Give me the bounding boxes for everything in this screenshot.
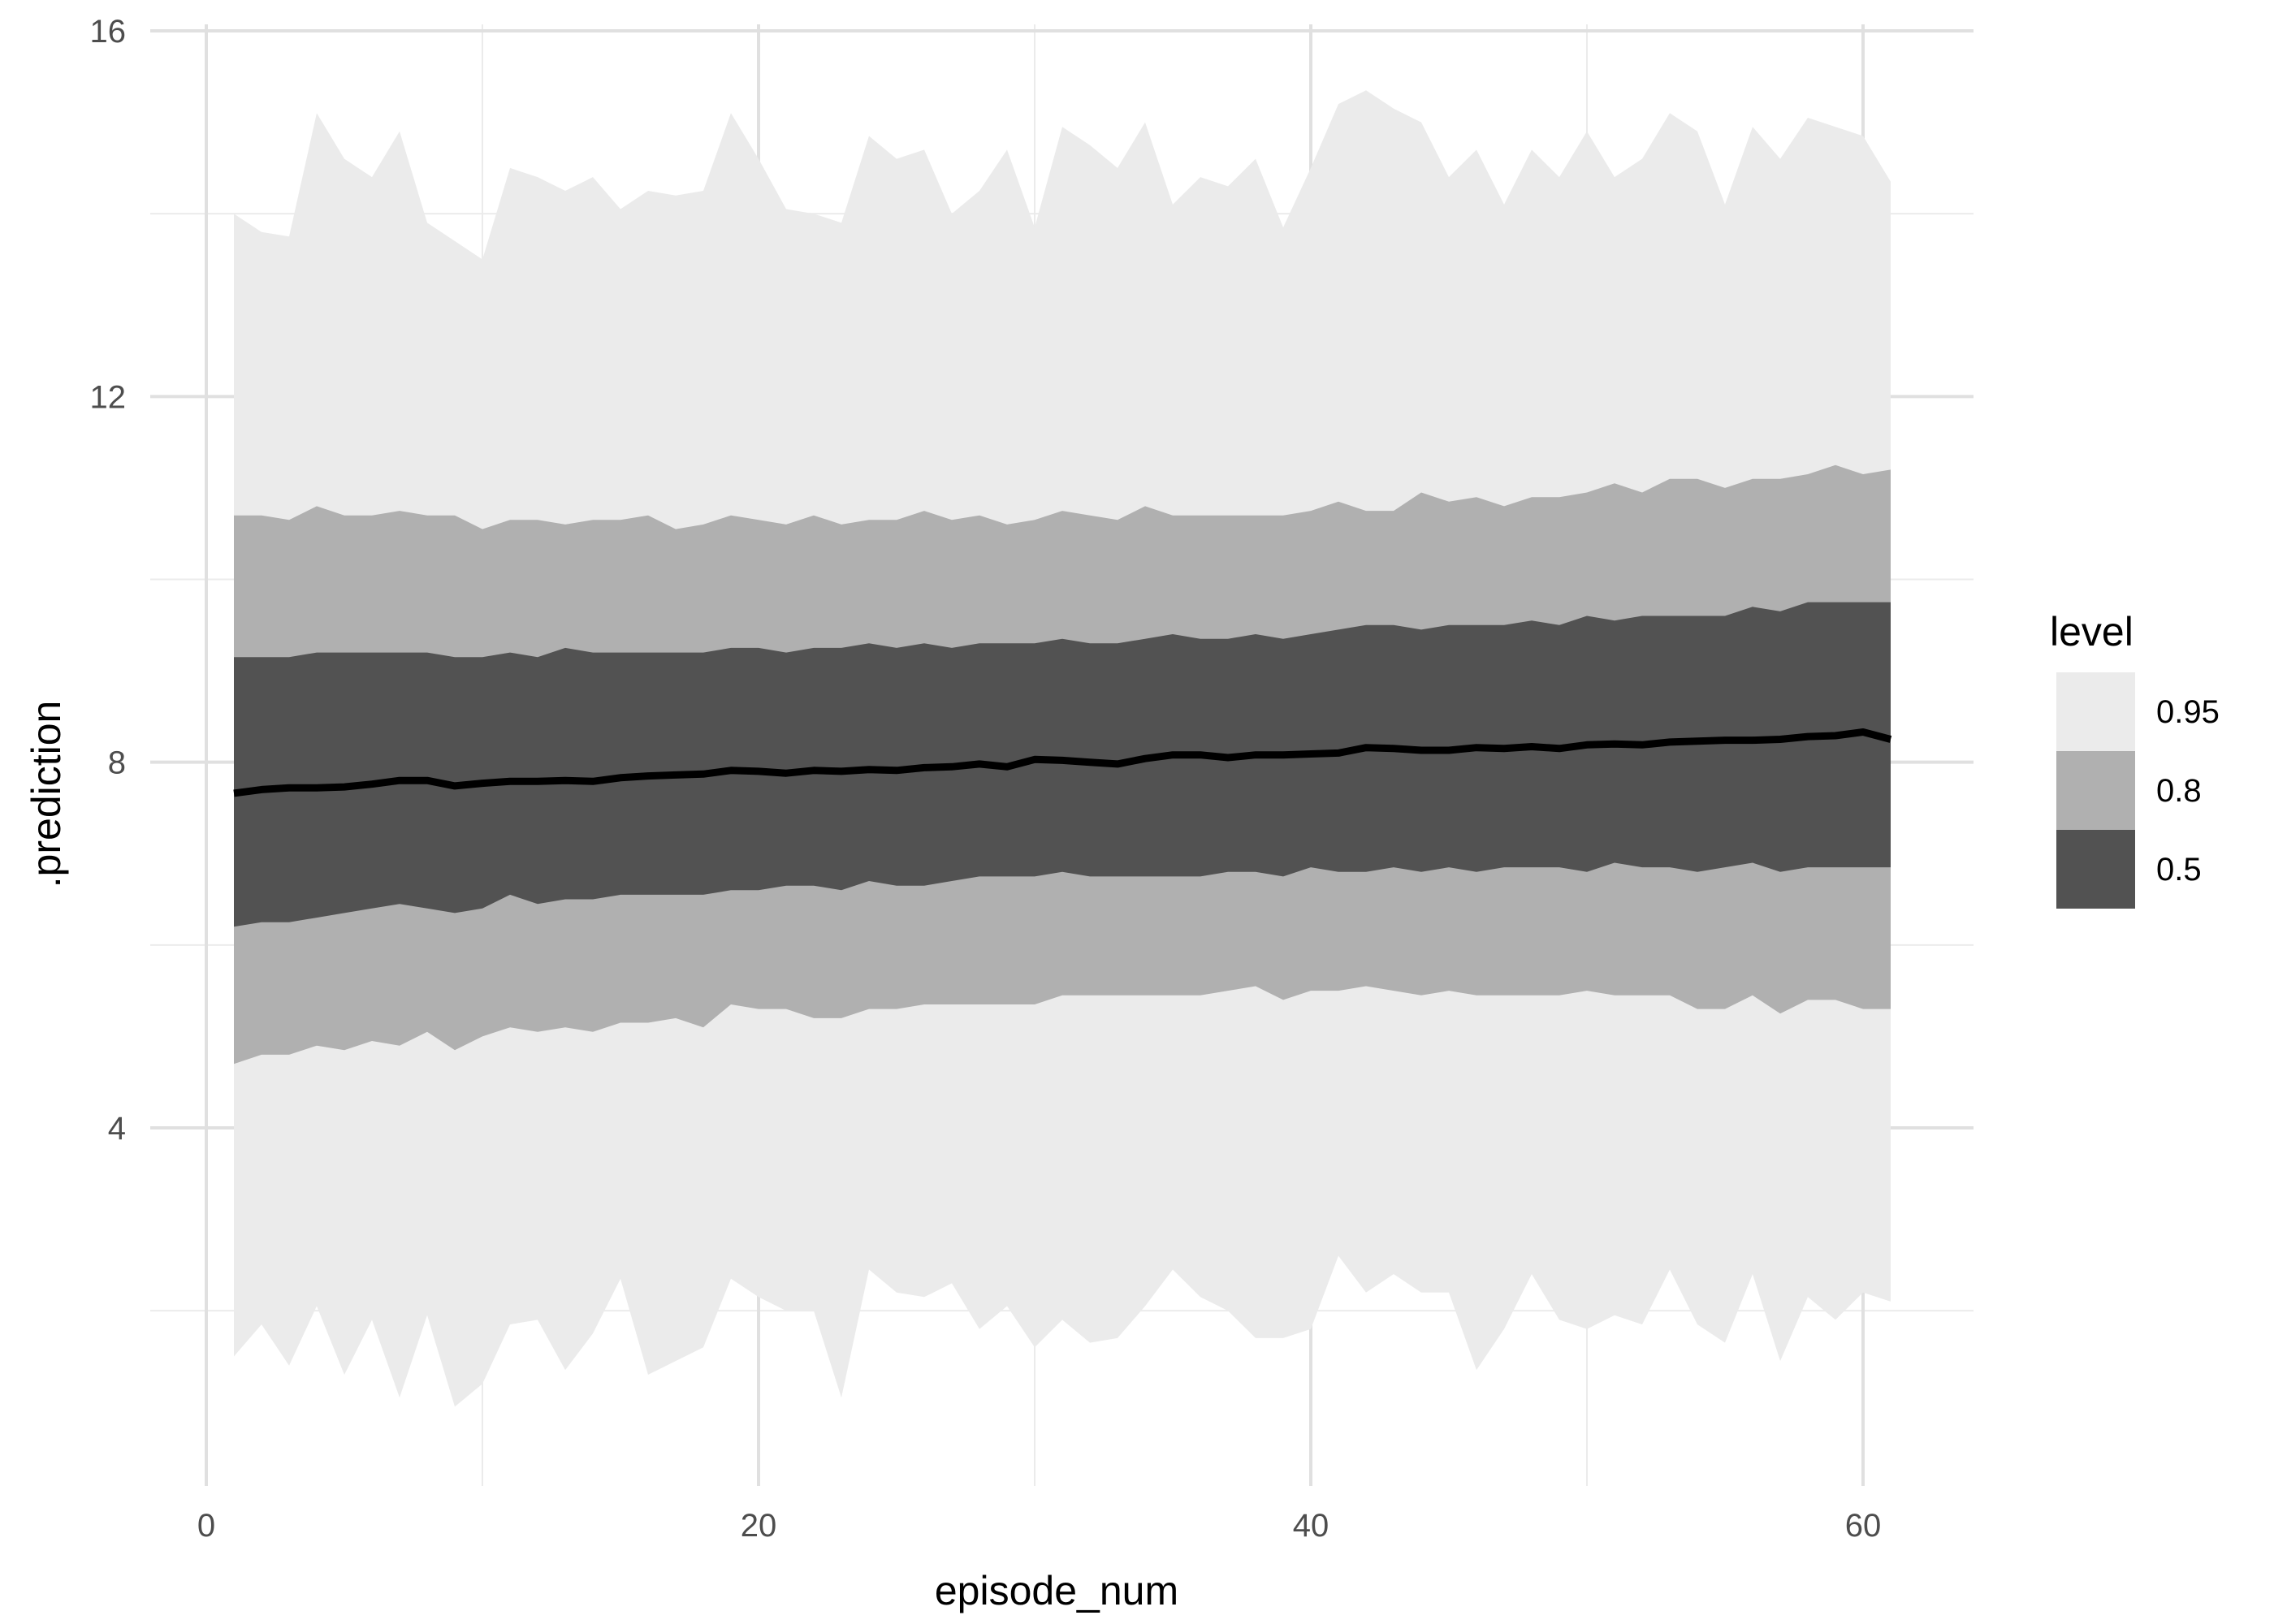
legend-label: 0.95 — [2156, 694, 2220, 730]
legend-key-0-8 — [2056, 751, 2135, 830]
legend-title: level — [2050, 609, 2133, 654]
legend-label: 0.5 — [2156, 852, 2202, 888]
x-axis-title: episode_num — [935, 1568, 1178, 1613]
line-layer — [233, 728, 1892, 797]
legend-key-0-5 — [2056, 830, 2135, 909]
tick-layer: 0 20 40 60 4 8 12 16 — [90, 14, 1882, 1544]
legend: level 0.95 0.8 0.5 — [2050, 609, 2220, 909]
y-tick-label: 8 — [108, 745, 126, 781]
y-tick-label: 4 — [108, 1111, 126, 1147]
x-tick-label: 20 — [741, 1508, 777, 1544]
legend-items: 0.95 0.8 0.5 — [2056, 672, 2220, 909]
ribbon-0-5 — [234, 602, 1891, 927]
y-tick-label: 12 — [90, 379, 127, 415]
median-line — [233, 728, 1892, 797]
x-tick-label: 40 — [1293, 1508, 1329, 1544]
y-axis-title: .prediction — [24, 701, 69, 888]
x-tick-label: 60 — [1845, 1508, 1882, 1544]
x-tick-label: 0 — [197, 1508, 215, 1544]
legend-key-0-95 — [2056, 672, 2135, 751]
legend-label: 0.8 — [2156, 773, 2202, 809]
y-tick-label: 16 — [90, 14, 127, 50]
band-layer — [234, 90, 1891, 1407]
